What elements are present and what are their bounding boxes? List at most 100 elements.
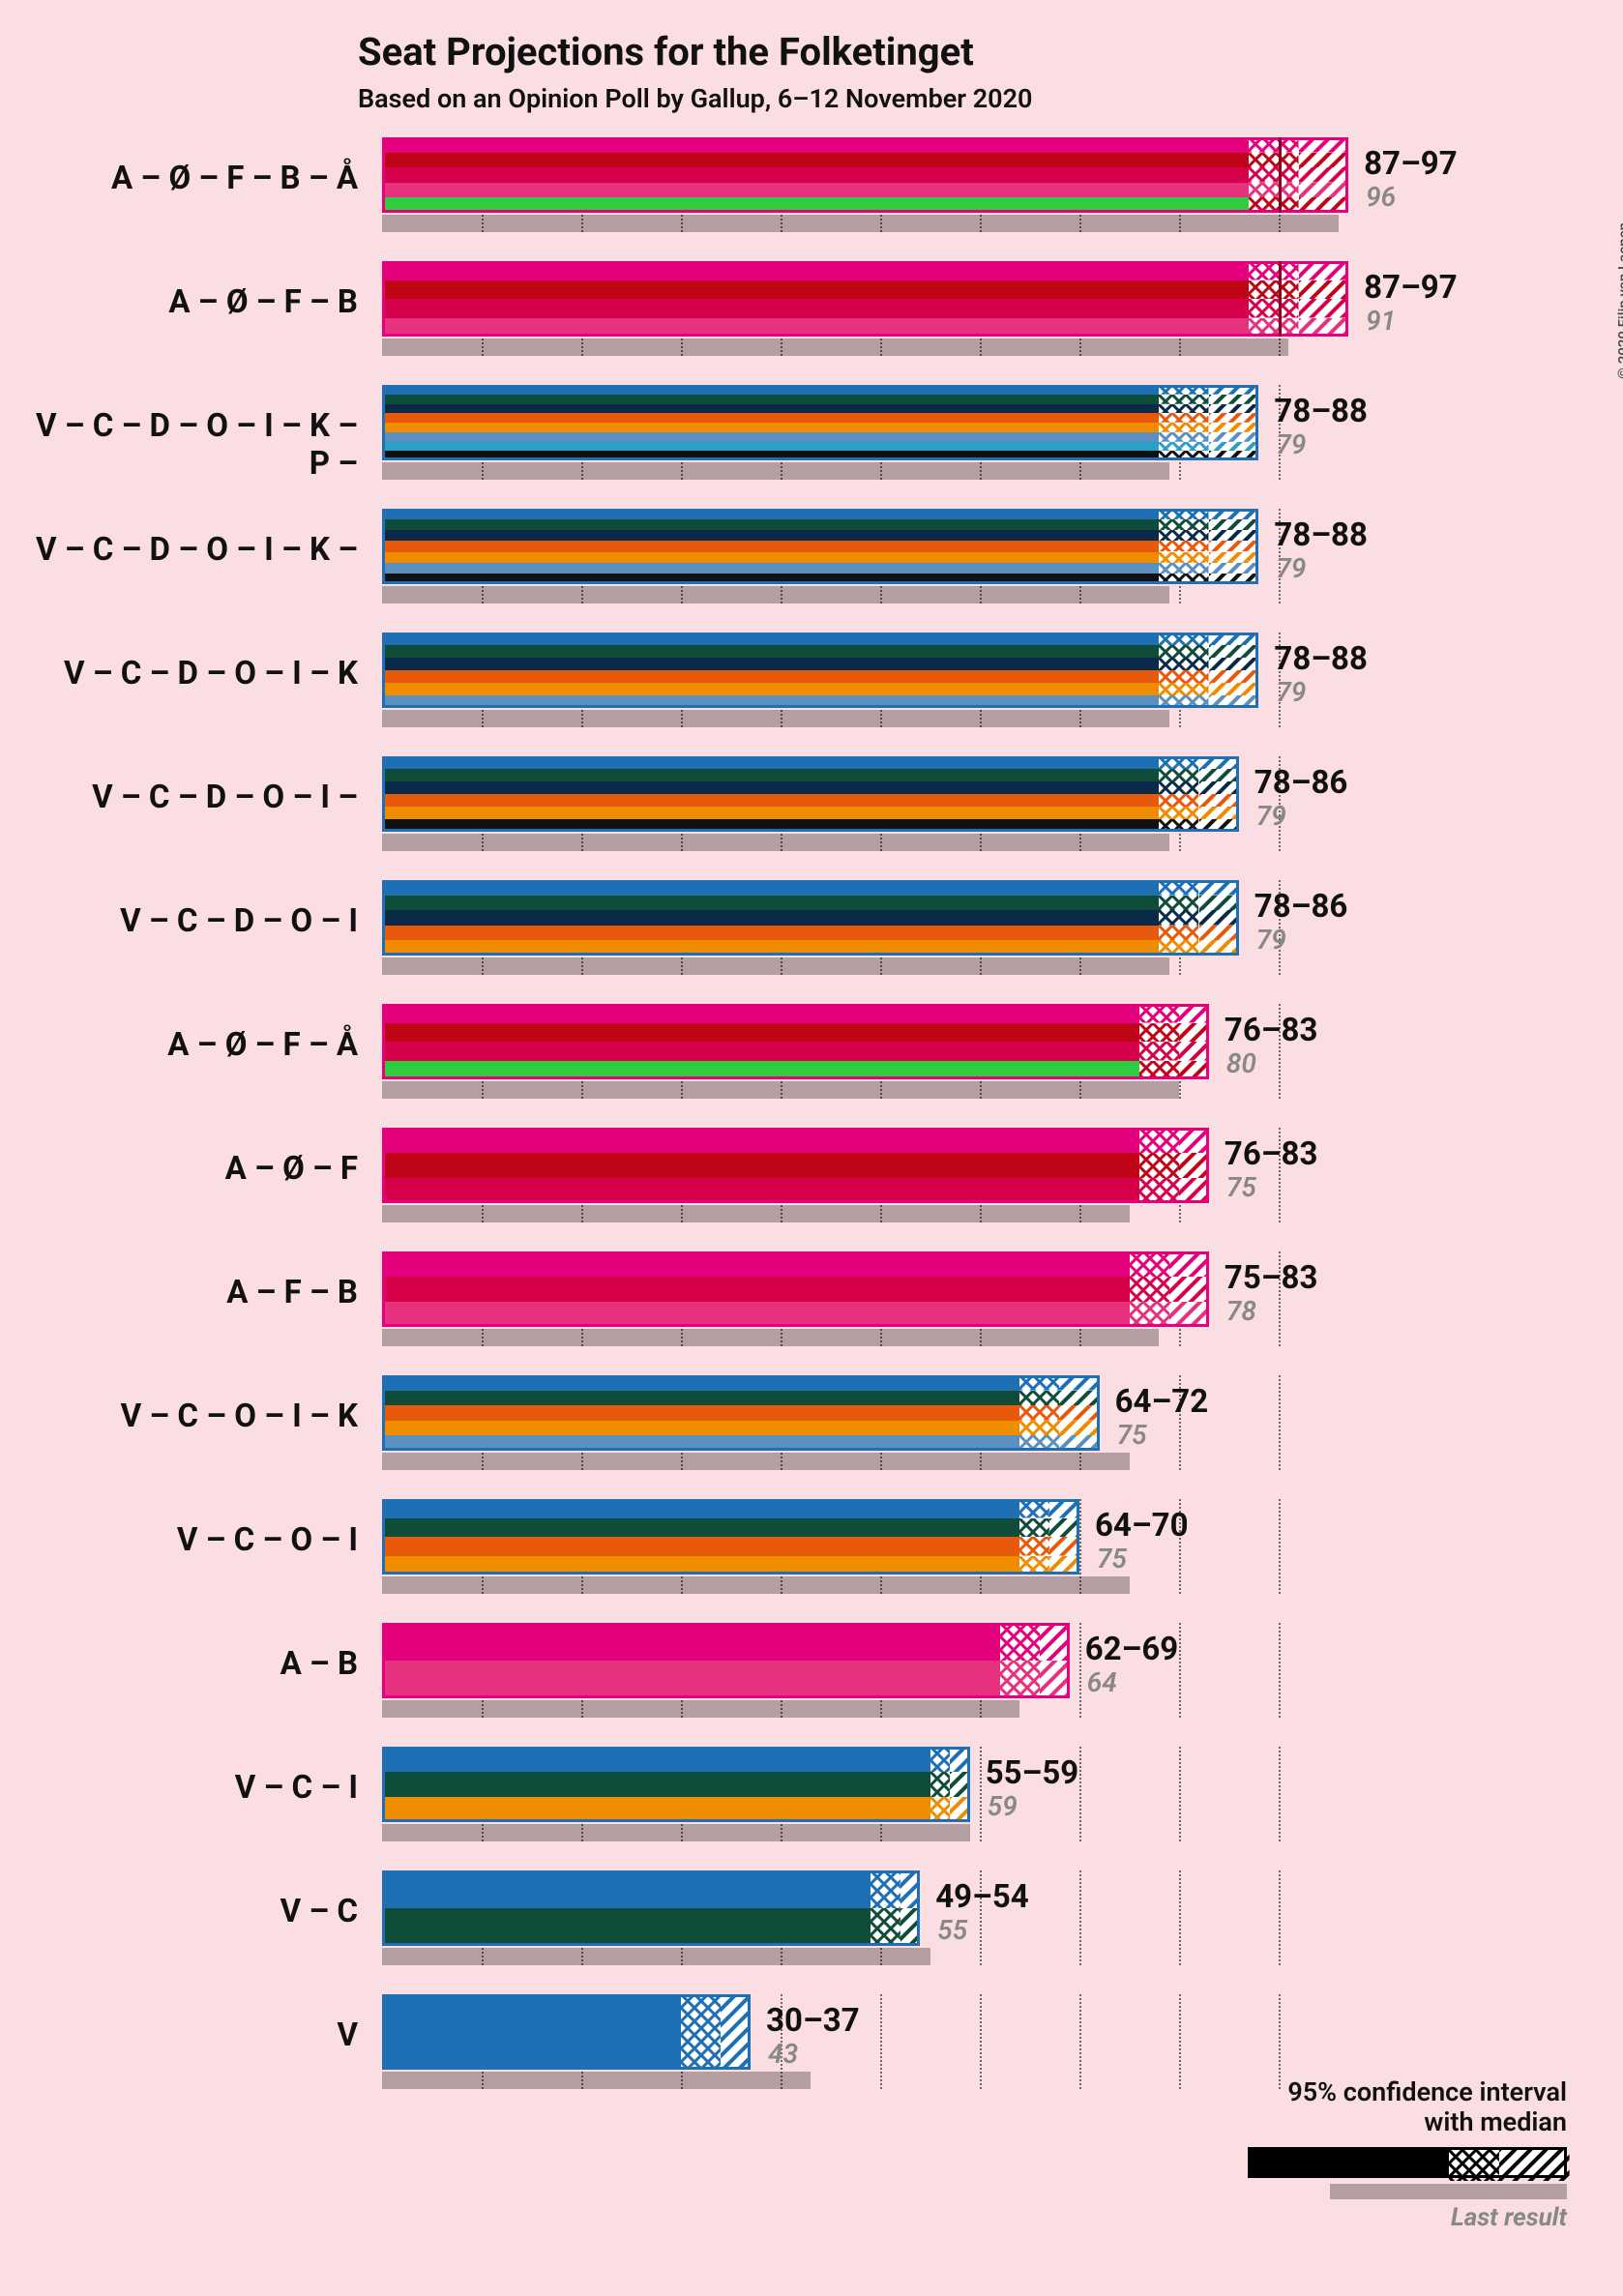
range-label: 30–37 [766, 2002, 860, 2040]
row-label: V – C – D – O – I – K – [10, 531, 358, 569]
ci-high-hatch [1059, 1435, 1099, 1451]
row-plot [382, 261, 1378, 356]
bar-stripe [382, 451, 1159, 460]
row-plot [382, 756, 1378, 851]
bar-stripe [382, 807, 1159, 819]
bar-stripe [382, 1623, 1000, 1661]
ci-high-hatch [1299, 318, 1349, 338]
ci-low-hatch [1159, 552, 1209, 563]
ci-low-hatch [1019, 1375, 1059, 1391]
last-result-bar [382, 710, 1169, 727]
ci-high-hatch [1059, 1391, 1099, 1406]
ci-low-hatch [1139, 1153, 1179, 1178]
ci-high-hatch [1299, 261, 1349, 280]
bar-stripe [382, 574, 1159, 584]
chart-row: V – C – D – O – I78–8679 [0, 880, 1623, 975]
bar-stripe [382, 413, 1159, 423]
bar-stripe [382, 1537, 1019, 1556]
ci-low-hatch [681, 1994, 721, 2070]
last-result-label: 43 [768, 2038, 798, 2070]
chart-row: V – C – D – O – I – K78–8879 [0, 633, 1623, 727]
bar-stripe [382, 1178, 1139, 1203]
range-label: 64–72 [1115, 1383, 1209, 1421]
ci-low-hatch [1159, 880, 1198, 896]
legend-last-label: Last result [1451, 2203, 1567, 2232]
ci-high-hatch [1209, 695, 1259, 708]
last-result-bar [382, 1205, 1130, 1222]
row-label: V – C [10, 1893, 358, 1930]
ci-low-hatch [1159, 819, 1198, 832]
bar-stripe [382, 442, 1159, 452]
range-label: 64–70 [1095, 1507, 1189, 1545]
range-label: 55–59 [986, 1754, 1079, 1792]
bar-stripe [382, 683, 1159, 695]
ci-low-hatch [1249, 318, 1299, 338]
ci-high-hatch [1209, 432, 1259, 442]
ci-high-hatch [1299, 280, 1349, 300]
ci-high-hatch [1209, 442, 1259, 452]
stage: Seat Projections for the Folketinget Bas… [0, 0, 1623, 2296]
bar-stripe [382, 940, 1159, 956]
row-label: V – C – O – I [10, 1521, 358, 1559]
chart-row: V – C – D – O – I – K –78–8879 [0, 509, 1623, 603]
last-result-bar [382, 1576, 1130, 1594]
gridline [1179, 1994, 1181, 2089]
ci-low-hatch [1159, 423, 1209, 432]
bar-stripe [382, 1772, 930, 1797]
ci-low-hatch [930, 1747, 951, 1772]
bar-stripe [382, 819, 1159, 832]
row-plot [382, 1994, 1378, 2089]
ci-high-hatch [1209, 633, 1259, 645]
last-result-bar [382, 1453, 1130, 1470]
ci-high-hatch [1209, 404, 1259, 414]
row-plot [382, 633, 1378, 727]
ci-low-hatch [1159, 574, 1209, 584]
chart-row: V – C – O – I64–7075 [0, 1499, 1623, 1594]
last-result-bar [382, 834, 1169, 851]
ci-high-hatch [1209, 423, 1259, 432]
ci-low-hatch [1159, 404, 1209, 414]
gridline [1179, 1623, 1181, 1718]
legend-ci-bar [1248, 2147, 1567, 2178]
ci-high-hatch [1199, 896, 1239, 911]
ci-low-hatch [1159, 442, 1209, 452]
bar-stripe [382, 137, 1249, 153]
ci-low-hatch [1019, 1391, 1059, 1406]
bar-stripe [382, 519, 1159, 530]
chart-row: A – Ø – F – B – Å87–9796 [0, 137, 1623, 232]
row-plot [382, 880, 1378, 975]
ci-low-hatch [1000, 1623, 1040, 1661]
ci-high-hatch [1209, 519, 1259, 530]
chart-subtitle: Based on an Opinion Poll by Gallup, 6–12… [358, 83, 1032, 114]
legend-title: 95% confidence interval with median [1287, 2077, 1567, 2137]
ci-high-hatch [1209, 530, 1259, 541]
bar-stripe [382, 1405, 1019, 1421]
ci-low-hatch [1159, 896, 1198, 911]
chart-row: A – B62–6964 [0, 1623, 1623, 1718]
ci-low-hatch [1159, 670, 1209, 683]
range-label: 76–83 [1225, 1135, 1318, 1173]
row-label: V – C – O – I – K [10, 1398, 358, 1435]
last-result-label: 59 [988, 1790, 1018, 1822]
ci-low-hatch [930, 1797, 951, 1822]
bar-stripe [382, 756, 1159, 769]
last-result-label: 79 [1276, 428, 1306, 460]
ci-high-hatch [1179, 1153, 1209, 1178]
last-result-bar [382, 957, 1169, 975]
ci-low-hatch [1159, 910, 1198, 926]
last-result-label: 79 [1276, 676, 1306, 708]
bar-stripe [382, 395, 1159, 404]
last-result-bar [382, 462, 1169, 480]
chart-row: V – C – D – O – I –78–8679 [0, 756, 1623, 851]
range-label: 78–86 [1254, 888, 1348, 926]
bar-stripe [382, 1042, 1139, 1061]
ci-low-hatch [1019, 1435, 1059, 1451]
ci-high-hatch [1299, 137, 1349, 153]
ci-high-hatch [1169, 1302, 1209, 1327]
bar-stripe [382, 541, 1159, 551]
bar-stripe [382, 1661, 1000, 1698]
ci-high-hatch [1209, 658, 1259, 670]
last-result-label: 75 [1226, 1171, 1256, 1203]
ci-high-hatch [1199, 819, 1239, 832]
ci-low-hatch [1159, 451, 1209, 460]
